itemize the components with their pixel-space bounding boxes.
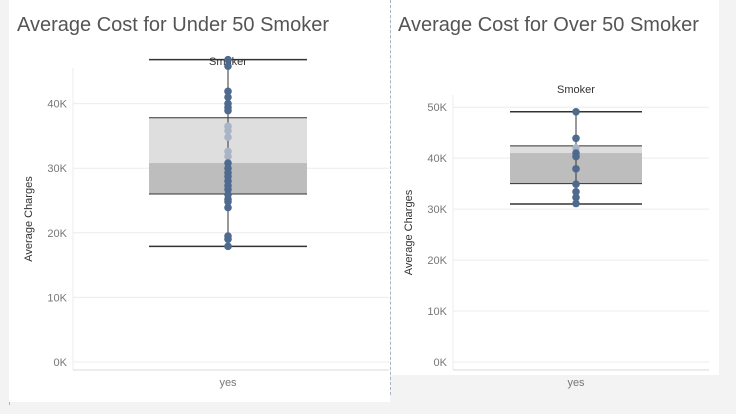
chart-title: Average Cost for Under 50 Smoker (17, 14, 330, 36)
data-point (224, 87, 232, 96)
box-plot-under-50: 0K10K20K30K40KSmokeryesAverage Charges (23, 55, 389, 389)
data-point (224, 106, 232, 115)
column-header-label: Smoker (557, 84, 595, 96)
chart-panel-over-50: Average Cost for Over 50 Smoker 0K 10K 20K… (391, 0, 719, 389)
x-category-label: yes (219, 377, 237, 389)
y-tick-label: 0K (54, 357, 68, 369)
data-point (224, 235, 232, 244)
y-tick-label: 20K (47, 228, 67, 240)
chart-title: Average Cost for Over 50 Smoker (398, 14, 699, 36)
x-category-label: yes (567, 377, 585, 389)
y-tick-label: 10K (47, 292, 67, 304)
chart-panel-under-50: Average Cost for Under 50 Smoker 0K 10K 20… (9, 0, 390, 402)
y-tick-label: 40K (47, 99, 67, 111)
y-axis-title: Average Charges (23, 176, 35, 262)
y-tick-label: 30K (427, 204, 447, 216)
data-point (224, 203, 232, 212)
y-tick-label: 20K (427, 255, 447, 267)
data-point (224, 242, 232, 251)
data-point (572, 107, 580, 116)
data-point (224, 152, 232, 161)
box-plot-over-50: 0K 10K 20K 30K 40K 50K Smoker yes Average Charge… (403, 84, 709, 389)
data-point (572, 134, 580, 143)
y-tick-label: 10K (427, 306, 447, 318)
data-point (224, 93, 232, 101)
middle-divider (390, 0, 391, 395)
y-tick-label: 30K (47, 163, 67, 175)
data-point (572, 187, 580, 196)
data-point (224, 197, 232, 206)
data-point (572, 199, 580, 208)
y-tick-label: 50K (427, 102, 447, 114)
data-point (572, 180, 580, 188)
y-axis-title: Average Charges (403, 189, 415, 275)
data-point (572, 165, 580, 173)
data-point (224, 126, 232, 135)
y-tick-label: 0K (434, 357, 448, 369)
data-point (224, 133, 232, 141)
y-tick-label: 40K (427, 153, 447, 165)
data-point (224, 55, 232, 64)
data-point (224, 62, 232, 70)
data-point (572, 193, 580, 202)
data-point (572, 152, 580, 161)
